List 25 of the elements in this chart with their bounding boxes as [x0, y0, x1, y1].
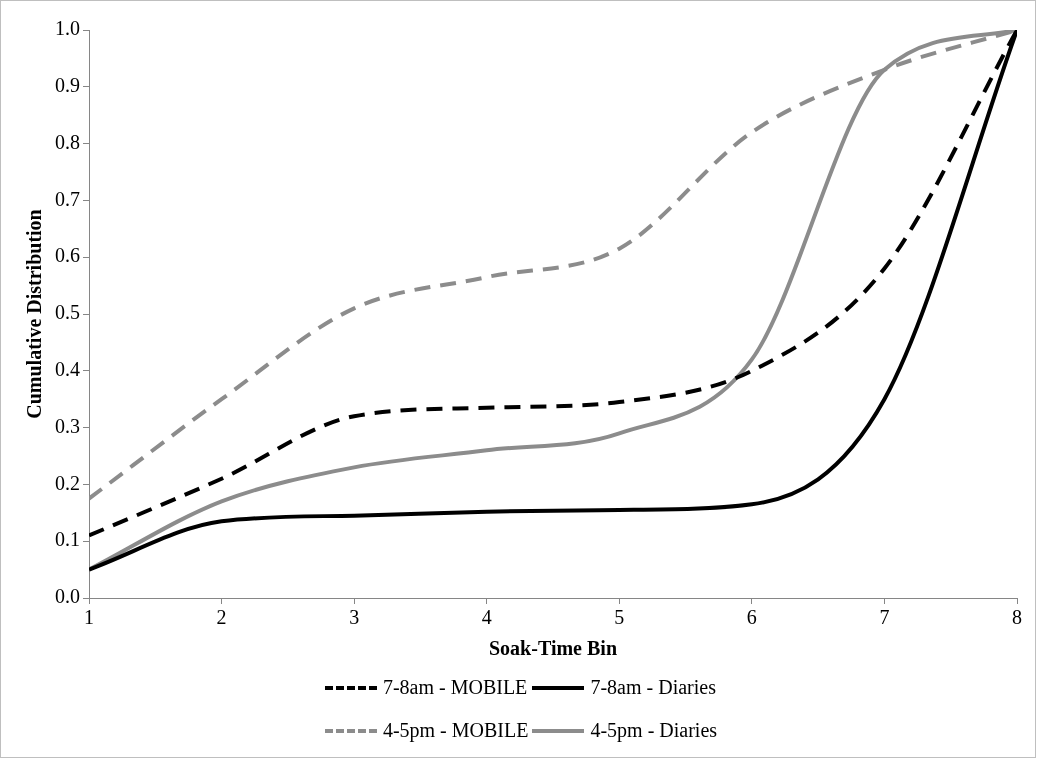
y-axis-title: Cumulative Distribution: [23, 209, 46, 419]
x-tick-label: 7: [879, 606, 890, 629]
y-tick-label: 0.7: [55, 187, 80, 210]
x-tick-label: 1: [84, 606, 94, 629]
legend-label: 7-8am - Diaries: [590, 676, 716, 699]
x-tick-label: 2: [216, 606, 227, 629]
y-tick-label: 0.8: [55, 130, 80, 153]
y-tick-label: 0.4: [55, 358, 80, 381]
x-tick-label: 6: [746, 606, 757, 629]
x-axis-title: Soak-Time Bin: [489, 637, 617, 660]
y-tick-label: 0.1: [55, 528, 80, 551]
y-tick-label: 0.2: [55, 471, 80, 494]
y-tick-label: 0.3: [55, 414, 80, 437]
y-tick-label: 1.0: [55, 17, 80, 40]
x-tick-label: 5: [614, 606, 625, 629]
y-tick-label: 0.5: [55, 301, 80, 324]
legend-label: 7-8am - MOBILE: [382, 676, 528, 699]
legend-label: 4-5pm - MOBILE: [382, 719, 529, 742]
x-tick-label: 8: [1012, 606, 1022, 629]
x-tick-label: 4: [481, 606, 492, 629]
y-tick-label: 0.0: [55, 585, 80, 608]
x-tick-label: 3: [349, 606, 360, 629]
y-tick-label: 0.9: [55, 74, 80, 97]
legend-label: 4-5pm - Diaries: [590, 719, 718, 742]
y-tick-label: 0.6: [55, 244, 80, 267]
